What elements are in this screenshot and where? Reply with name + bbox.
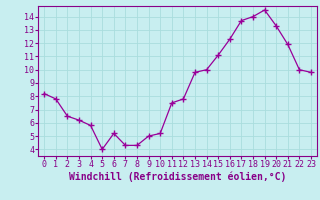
X-axis label: Windchill (Refroidissement éolien,°C): Windchill (Refroidissement éolien,°C) xyxy=(69,172,286,182)
